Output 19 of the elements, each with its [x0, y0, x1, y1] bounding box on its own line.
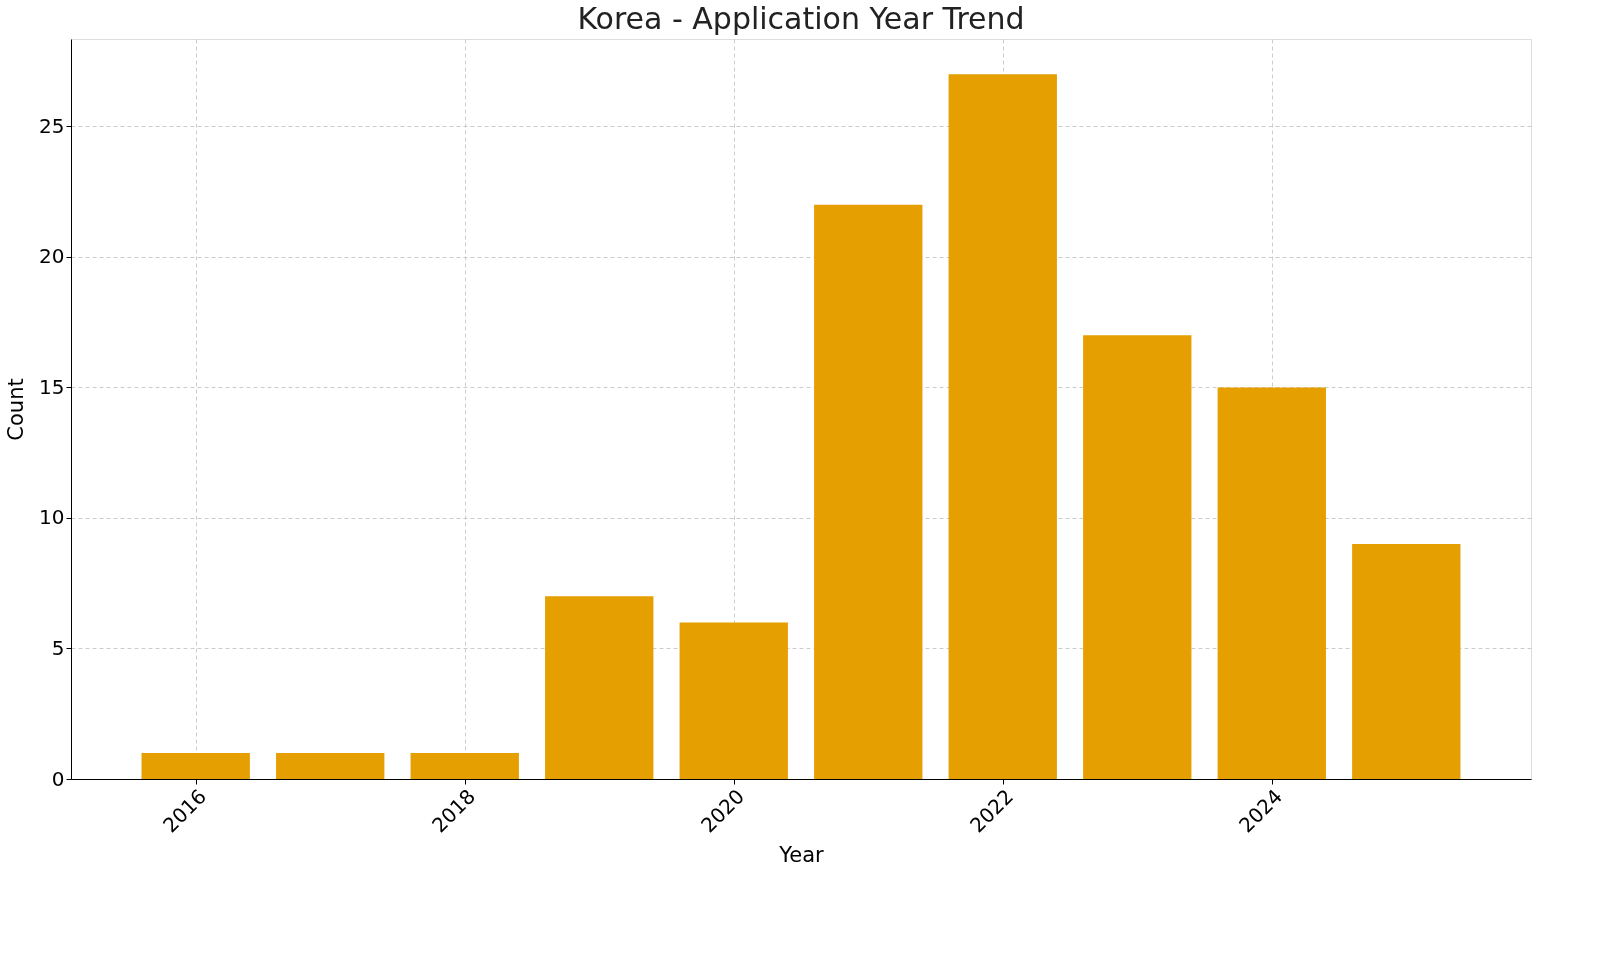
y-tick-label: 15 — [39, 374, 65, 399]
y-axis-title: Count — [4, 378, 29, 441]
x-axis-title: Year — [778, 842, 825, 867]
y-tick-label: 10 — [39, 505, 65, 530]
bar — [141, 752, 250, 779]
chart-title: Korea - Application Year Trend — [577, 1, 1025, 36]
bar — [276, 752, 385, 779]
y-tick-label: 5 — [51, 635, 65, 660]
bar — [679, 622, 788, 779]
y-tick-label: 25 — [39, 113, 65, 138]
bar — [545, 596, 654, 779]
y-tick-label: 20 — [39, 244, 65, 269]
bar — [1352, 544, 1461, 779]
bar — [1083, 335, 1192, 779]
bar — [410, 752, 519, 779]
bar — [1217, 387, 1326, 779]
bar — [814, 204, 923, 779]
y-tick-label: 0 — [51, 766, 65, 791]
bar — [948, 74, 1057, 779]
